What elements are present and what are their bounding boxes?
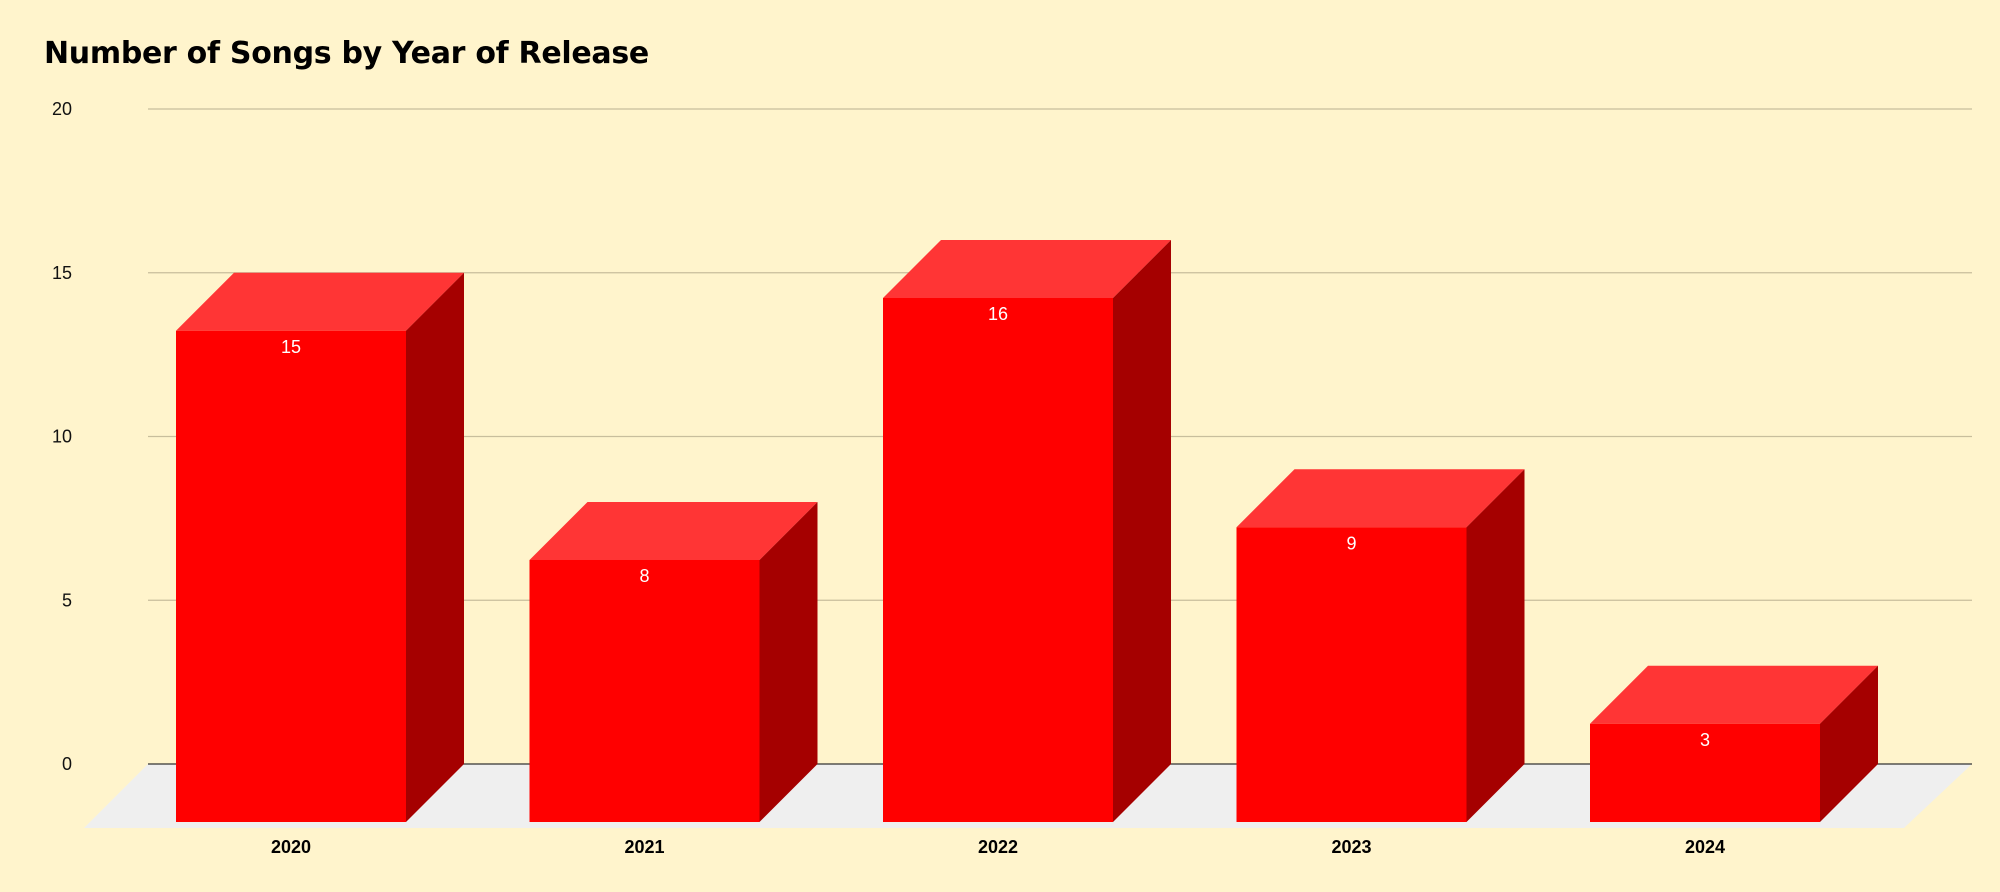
bar-side-face bbox=[759, 502, 818, 822]
bar-2023: 9 bbox=[1236, 469, 1525, 822]
bar-side-face bbox=[1466, 469, 1525, 822]
bar-2024: 3 bbox=[1590, 665, 1878, 822]
bar-top-face bbox=[529, 502, 818, 560]
bar-top-face bbox=[1236, 469, 1525, 528]
bar-2021: 8 bbox=[529, 502, 818, 822]
y-tick-label: 10 bbox=[52, 427, 72, 447]
x-tick-label: 2020 bbox=[271, 837, 311, 857]
y-tick-label: 15 bbox=[52, 263, 72, 283]
x-axis: 2020 2021 2022 2023 2024 bbox=[271, 837, 1725, 857]
bar-front-face bbox=[1590, 723, 1820, 822]
bars: 15 8 16 9 3 bbox=[176, 240, 1878, 822]
x-tick-label: 2021 bbox=[624, 837, 664, 857]
x-tick-label: 2024 bbox=[1685, 837, 1725, 857]
data-label: 16 bbox=[988, 304, 1008, 324]
bar-front-face bbox=[1236, 527, 1467, 822]
bar-top-face bbox=[176, 272, 464, 331]
data-label: 3 bbox=[1700, 730, 1710, 750]
bar-2020: 15 bbox=[176, 272, 464, 822]
bar-top-face bbox=[883, 240, 1171, 298]
bar-side-face bbox=[1113, 240, 1171, 822]
bar-front-face bbox=[176, 330, 406, 822]
bar-top-face bbox=[1590, 665, 1878, 724]
bar-front-face bbox=[883, 298, 1113, 822]
bar-side-face bbox=[1820, 665, 1878, 822]
bar-side-face bbox=[406, 272, 464, 822]
bar-2022: 16 bbox=[883, 240, 1171, 822]
x-tick-label: 2022 bbox=[978, 837, 1018, 857]
bar-front-face bbox=[529, 560, 760, 822]
data-label: 8 bbox=[639, 566, 649, 586]
y-tick-label: 20 bbox=[52, 99, 72, 119]
y-axis: 0 5 10 15 20 bbox=[52, 99, 72, 774]
chart-title: Number of Songs by Year of Release bbox=[44, 36, 649, 71]
y-tick-label: 0 bbox=[62, 754, 72, 774]
data-label: 9 bbox=[1346, 533, 1356, 553]
x-tick-label: 2023 bbox=[1331, 837, 1371, 857]
data-label: 15 bbox=[281, 337, 301, 357]
y-tick-label: 5 bbox=[62, 590, 72, 610]
